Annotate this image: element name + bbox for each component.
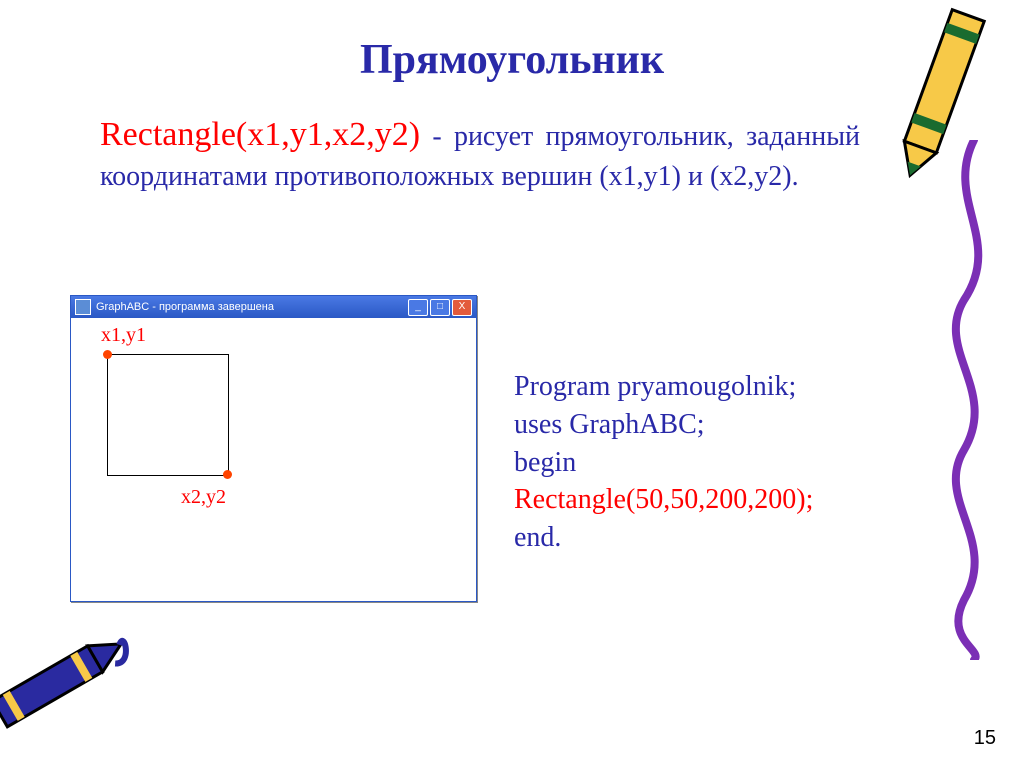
code-block: Program pryamougolnik; uses GraphABC; be…	[514, 368, 813, 557]
function-name: Rectangle(x1,y1,x2,y2)	[100, 116, 420, 153]
swirl-icon	[924, 140, 1014, 660]
app-icon	[75, 299, 91, 315]
label-x2y2: x2,y2	[181, 486, 226, 509]
drawn-rectangle	[107, 354, 229, 476]
code-line-1: Program pryamougolnik;	[514, 368, 813, 406]
graphabc-window: GraphABC - программа завершена _ □ X x1,…	[70, 295, 477, 602]
maximize-button[interactable]: □	[430, 299, 450, 316]
slide-title: Прямоугольник	[0, 36, 1024, 84]
window-titlebar: GraphABC - программа завершена _ □ X	[71, 296, 476, 318]
label-x1y1: x1,y1	[101, 324, 146, 347]
crayon-blue-icon	[0, 618, 140, 738]
point-x2y2	[223, 470, 232, 479]
window-title: GraphABC - программа завершена	[96, 301, 408, 313]
slide: Прямоугольник Rectangle(x1,y1,x2,y2) - р…	[0, 0, 1024, 768]
code-line-5: end.	[514, 519, 813, 557]
code-line-4: Rectangle(50,50,200,200);	[514, 481, 813, 519]
window-canvas: x1,y1 x2,y2	[71, 318, 476, 601]
window-buttons: _ □ X	[408, 299, 476, 316]
close-button[interactable]: X	[452, 299, 472, 316]
point-x1y1	[103, 350, 112, 359]
code-line-3: begin	[514, 444, 813, 482]
page-number: 15	[974, 727, 996, 750]
code-line-2: uses GraphABC;	[514, 406, 813, 444]
minimize-button[interactable]: _	[408, 299, 428, 316]
description: Rectangle(x1,y1,x2,y2) - рисует прямоуго…	[100, 112, 860, 196]
